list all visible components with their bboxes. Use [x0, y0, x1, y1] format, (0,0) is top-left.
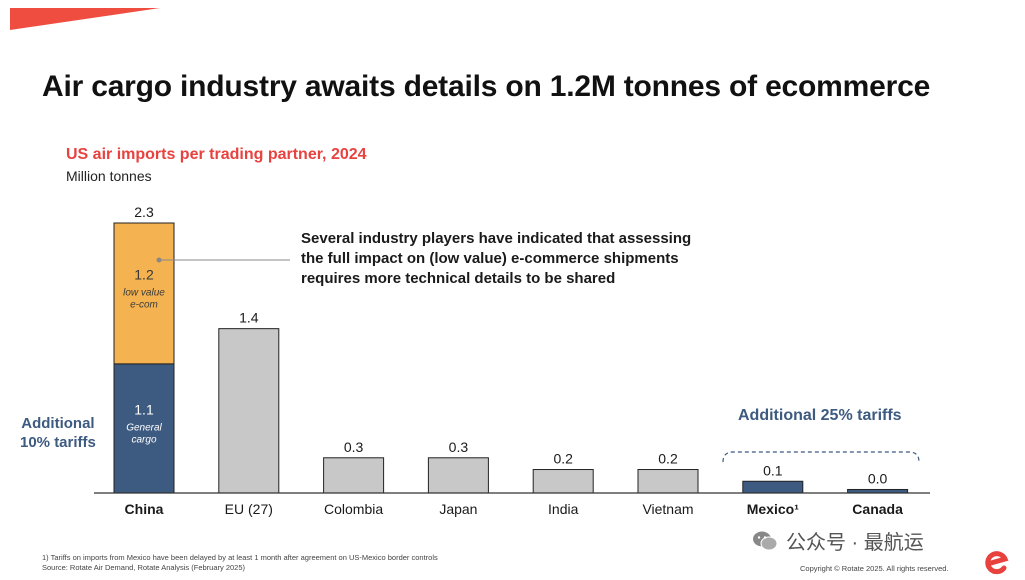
accent-bar	[10, 8, 160, 30]
bar-value-label: 0.3	[449, 439, 469, 455]
annotation-callout: Several industry players have indicated …	[301, 229, 691, 289]
segment-sublabel: e-com	[130, 299, 158, 310]
bar	[532, 469, 594, 494]
additional-10-line: 10% tariffs	[20, 434, 96, 451]
segment-sublabel: low value	[123, 287, 165, 298]
bar	[218, 328, 280, 494]
chart-title: US air imports per trading partner, 2024	[66, 146, 367, 163]
category-label: Canada	[852, 501, 903, 517]
segment-value-label: 1.2	[134, 266, 154, 282]
annotation-line: requires more technical details to be sh…	[301, 270, 616, 287]
additional-25-tariffs-label: Additional 25% tariffs	[738, 407, 902, 424]
category-label: Colombia	[324, 501, 383, 517]
bar	[323, 457, 385, 494]
bar-value-label: 0.0	[868, 470, 888, 486]
bar-value-label: 1.4	[239, 310, 259, 326]
rotate-logo-icon	[985, 551, 1009, 575]
annotation-line: Several industry players have indicated …	[301, 230, 692, 247]
bar-value-label: 2.3	[134, 204, 154, 220]
category-label: Vietnam	[642, 501, 693, 517]
bar	[637, 469, 699, 494]
category-label: EU (27)	[225, 501, 273, 517]
footnote-line: 1) Tariffs on imports from Mexico have b…	[42, 553, 438, 562]
annotation-leader-dot	[156, 257, 162, 263]
additional-10-line: Additional	[21, 415, 95, 432]
bar	[427, 457, 489, 494]
chart-units: Million tonnes	[66, 168, 152, 184]
additional-10-tariffs-label: Additional 10% tariffs	[20, 414, 96, 452]
source-line: Source: Rotate Air Demand, Rotate Analys…	[42, 562, 246, 572]
bar-value-label: 0.1	[763, 462, 783, 478]
footnote: 1) Tariffs on imports from Mexico have b…	[42, 553, 438, 572]
bar-segment	[113, 222, 175, 365]
segment-value-label: 1.1	[134, 401, 154, 417]
watermark: 公众号 · 最航运	[752, 526, 924, 555]
wechat-icon	[753, 531, 778, 550]
bar	[742, 480, 804, 494]
copyright: Copyright © Rotate 2025. All rights rese…	[800, 564, 949, 573]
segment-sublabel: cargo	[131, 434, 156, 445]
bar-value-label: 0.2	[658, 451, 678, 467]
category-label: Japan	[439, 501, 477, 517]
tariff-bracket	[722, 451, 920, 463]
category-label: India	[548, 501, 579, 517]
bar-value-label: 0.2	[553, 451, 573, 467]
watermark-text: 公众号 · 最航运	[786, 532, 924, 554]
category-label: Mexico¹	[747, 501, 799, 517]
category-label: China	[125, 501, 164, 517]
bar-value-label: 0.3	[344, 439, 364, 455]
segment-sublabel: General	[126, 422, 162, 433]
page-title: Air cargo industry awaits details on 1.2…	[42, 70, 931, 103]
annotation-line: the full impact on (low value) e-commerc…	[301, 250, 679, 267]
